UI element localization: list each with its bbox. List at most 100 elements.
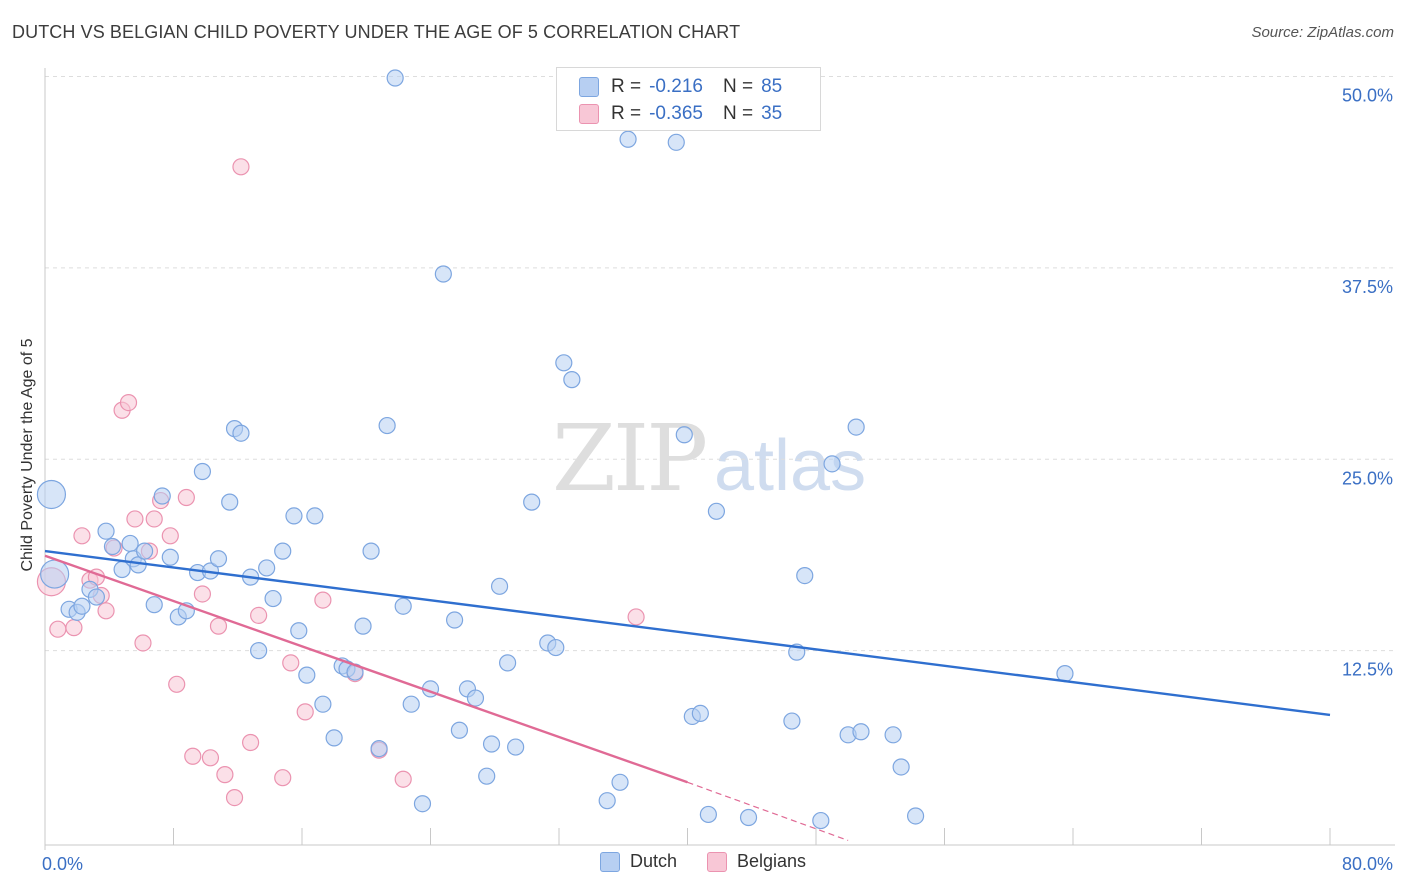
belgians-point-22: [209, 617, 228, 635]
belgians-point-27: [250, 606, 268, 625]
belgians-point-11: [126, 510, 144, 528]
dutch-point-14: [145, 596, 163, 614]
dutch-swatch: [579, 77, 599, 97]
dutch-point-22: [209, 550, 228, 568]
dutch-point-31: [285, 507, 303, 525]
belgians-point-24: [225, 789, 244, 807]
dutch-point-6: [87, 588, 106, 606]
belgians-point-30: [296, 703, 314, 721]
dutch-point-8: [103, 537, 122, 556]
dutch-point-74: [783, 712, 801, 730]
legend-item-dutch[interactable]: Dutch: [599, 851, 677, 872]
dutch-r-value: -0.216: [649, 76, 703, 97]
belgians-point-18: [177, 488, 195, 507]
x-tick-label-0: 0.0%: [42, 854, 83, 874]
watermark-zip: ZIP: [552, 405, 705, 512]
dutch-point-85: [1056, 664, 1074, 683]
belgians-trend-line: [44, 554, 688, 784]
dutch-point-20: [193, 462, 212, 481]
dutch-point-34: [306, 507, 324, 525]
belgians-point-7: [97, 602, 115, 620]
belgians-point-21: [201, 749, 220, 767]
belgians-swatch: [579, 104, 599, 124]
y-tick-label-0: 12.5%: [1342, 660, 1393, 680]
series-legend: Dutch Belgians: [0, 851, 1406, 872]
dutch-point-62: [555, 354, 573, 372]
belgians-n-label: N =: [722, 103, 754, 124]
dutch-point-44: [386, 69, 404, 87]
dutch-point-43: [378, 416, 396, 435]
dutch-point-28: [258, 559, 276, 577]
source-label: Source: ZipAtlas.com: [1251, 24, 1394, 41]
dutch-point-47: [413, 795, 432, 813]
y-tick-label-1: 25.0%: [1342, 468, 1393, 488]
belgians-point-2: [65, 619, 83, 637]
belgians-point-23: [216, 766, 234, 784]
dutch-r-label: R =: [611, 76, 642, 97]
belgians-point-14: [145, 510, 163, 528]
dutch-point-76: [796, 567, 814, 585]
dutch-point-15: [153, 487, 171, 505]
dutch-point-35: [314, 695, 332, 713]
dutch-trend-line: [44, 549, 1331, 717]
dutch-point-63: [563, 371, 581, 389]
belgians-point-28: [274, 769, 292, 787]
dutch-n-label: N =: [722, 76, 754, 97]
dutch-point-4: [73, 597, 91, 615]
dutch-legend-swatch: [599, 851, 620, 872]
dutch-point-1: [40, 559, 70, 589]
dutch-point-72: [707, 502, 726, 520]
chart-title: DUTCH VS BELGIAN CHILD POVERTY UNDER THE…: [12, 22, 741, 42]
dutch-point-0: [36, 479, 67, 510]
belgians-point-16: [161, 527, 179, 545]
belgians-trend-extension: [687, 781, 849, 842]
dutch-point-82: [884, 726, 902, 744]
dutch-point-78: [823, 455, 841, 473]
dutch-point-30: [274, 542, 292, 560]
dutch-point-66: [619, 130, 637, 148]
dutch-point-10: [121, 534, 139, 553]
belgians-legend-label: Belgians: [736, 851, 807, 871]
y-tick-label-2: 37.5%: [1342, 277, 1393, 297]
legend-item-belgians[interactable]: Belgians: [706, 851, 807, 872]
dutch-legend-label: Dutch: [629, 851, 677, 871]
belgians-point-25: [232, 158, 250, 176]
axis-ticks: 12.5% 25.0% 37.5% 50.0% 0.0% 80.0%: [42, 86, 1393, 875]
dutch-point-80: [847, 418, 865, 436]
belgians-point-34: [394, 770, 412, 788]
watermark-atlas: atlas: [714, 426, 866, 506]
belgians-legend-swatch: [706, 851, 727, 872]
dutch-point-29: [264, 589, 282, 608]
dutch-point-59: [523, 493, 541, 511]
belgians-r-value: -0.365: [649, 103, 703, 124]
belgians-n-value: 35: [761, 103, 783, 124]
watermark: ZIP atlas: [552, 405, 866, 512]
belgians-point-3: [73, 527, 91, 545]
dutch-point-45: [394, 597, 412, 615]
dutch-point-81: [852, 723, 870, 741]
belgians-r-label: R =: [611, 103, 642, 124]
dutch-point-65: [611, 773, 629, 791]
belgians-point-31: [314, 591, 332, 609]
dutch-point-77: [812, 811, 830, 830]
belgians-point-26: [242, 733, 260, 752]
dutch-point-23: [221, 493, 239, 511]
dutch-point-51: [450, 721, 469, 739]
dutch-point-61: [547, 638, 565, 657]
dutch-point-53: [466, 689, 485, 707]
dutch-point-83: [892, 758, 910, 776]
trend-lines: [44, 549, 1331, 842]
axes: [44, 68, 1395, 850]
legend-row-dutch: R = -0.216 N = 85: [579, 74, 782, 100]
dutch-point-70: [691, 704, 709, 722]
dutch-point-41: [362, 542, 380, 560]
dutch-point-71: [699, 805, 717, 824]
belgians-point-19: [184, 747, 202, 765]
dutch-point-54: [478, 767, 496, 785]
belgians-point-20: [193, 585, 212, 603]
belgians-point-10: [119, 394, 138, 412]
correlation-legend: R = -0.216 N = 85 R = -0.365 N = 35: [556, 67, 821, 131]
dutch-point-33: [298, 666, 316, 684]
belgians-point-35: [627, 608, 645, 626]
dutch-point-67: [667, 133, 685, 151]
